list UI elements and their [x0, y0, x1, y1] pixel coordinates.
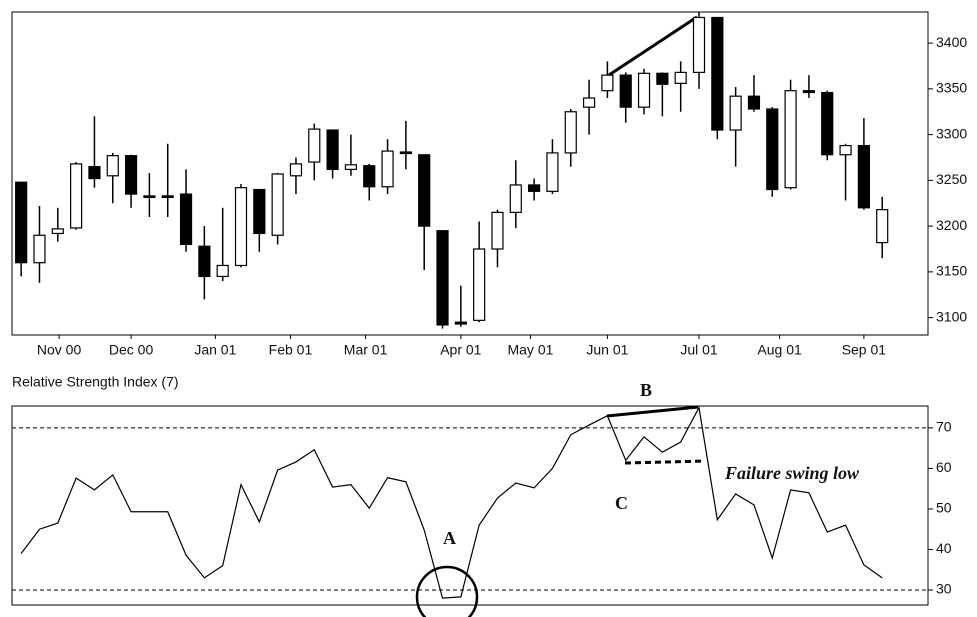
candle-body: [619, 74, 632, 108]
x-tick-label: Jul 01: [680, 342, 718, 358]
candle-body: [344, 164, 358, 170]
candle-body: [509, 184, 522, 213]
candle-body: [253, 188, 266, 235]
y-tick-label: 70: [936, 419, 952, 435]
candle-body: [546, 152, 559, 192]
candle-body: [601, 74, 614, 92]
candle-body: [308, 128, 321, 163]
y-tick-label: 3250: [936, 171, 967, 187]
candle-body: [198, 245, 211, 278]
candle-body: [674, 71, 687, 84]
candle-body: [271, 173, 284, 236]
y-tick-label: 40: [936, 540, 952, 556]
rsi-panel: [11, 405, 929, 606]
candle-body: [399, 151, 412, 155]
y-tick-label: 30: [936, 581, 952, 597]
candle-body: [51, 228, 64, 235]
candle-body: [473, 248, 486, 321]
trend-line: [608, 15, 698, 77]
candle-body: [326, 129, 339, 170]
candle-body: [70, 163, 83, 229]
candle-body: [161, 195, 174, 199]
candle-body: [143, 195, 156, 199]
candle-body: [692, 16, 706, 73]
candle-body: [234, 187, 248, 267]
candle-body: [528, 184, 541, 192]
candle-body: [857, 144, 870, 209]
candle-body: [491, 211, 504, 250]
candle-body: [363, 165, 376, 188]
circle-a: [415, 565, 479, 617]
y-tick-label: 3300: [936, 125, 967, 141]
candle-body: [381, 150, 394, 188]
candle-body: [216, 264, 229, 278]
x-tick-label: Jun 01: [586, 342, 628, 358]
x-tick-label: Sep 01: [842, 342, 887, 358]
x-tick-label: Jan 01: [194, 342, 236, 358]
candle-body: [839, 144, 852, 156]
x-tick-label: Aug 01: [757, 342, 802, 358]
y-tick-label: 3100: [936, 308, 967, 324]
candle-body: [802, 90, 816, 94]
y-tick-label: 3350: [936, 80, 967, 96]
x-tick-label: Apr 01: [440, 342, 481, 358]
candle-body: [564, 111, 577, 154]
swing-line: [624, 459, 706, 465]
trend-line-b: [606, 405, 699, 418]
candle-body: [637, 72, 651, 108]
candle-body: [711, 16, 724, 131]
candle-body: [821, 91, 834, 156]
candle-body: [179, 193, 193, 246]
candle-body: [876, 209, 889, 244]
y-tick-label: 60: [936, 459, 952, 475]
candle-body: [124, 155, 138, 195]
y-tick-label: 3150: [936, 263, 967, 279]
candle-body: [784, 90, 797, 189]
candle-body: [747, 95, 761, 110]
x-tick-label: Dec 00: [109, 342, 154, 358]
x-tick-label: Nov 00: [37, 342, 82, 358]
x-tick-label: Feb 01: [269, 342, 313, 358]
price-panel: [11, 11, 929, 336]
candle-body: [729, 95, 742, 131]
x-tick-label: Mar 01: [344, 342, 388, 358]
candle-body: [766, 108, 779, 191]
y-tick-label: 50: [936, 500, 952, 516]
annotation: Failure swing low: [724, 463, 860, 483]
candle-body: [33, 234, 46, 264]
x-tick-label: May 01: [507, 342, 553, 358]
candle-body: [88, 166, 101, 180]
candle-body: [15, 181, 28, 264]
candle-body: [454, 321, 467, 325]
annotation: B: [640, 380, 652, 400]
candle-body: [418, 154, 431, 227]
candle-body: [289, 163, 303, 177]
candle-body: [656, 72, 669, 85]
annotation: A: [443, 528, 456, 548]
annotation: C: [615, 493, 628, 513]
candle-body: [436, 230, 449, 326]
rsi-line: [20, 405, 883, 599]
rsi-title: Relative Strength Index (7): [12, 374, 179, 390]
y-tick-label: 3200: [936, 217, 967, 233]
candle-body: [106, 155, 119, 177]
candle-body: [582, 97, 596, 108]
y-tick-label: 3400: [936, 34, 967, 50]
